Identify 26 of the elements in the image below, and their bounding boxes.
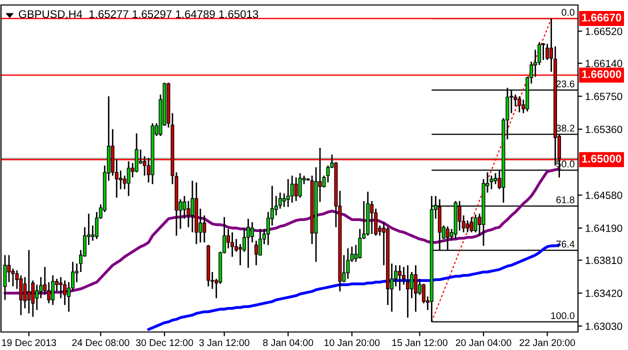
x-tick-label: 19 Dec 2013 <box>2 339 56 346</box>
annotation: 0.0 <box>562 8 574 16</box>
annotation: 61.8 <box>556 196 574 204</box>
y-tick-label: 1.66140 <box>586 60 622 68</box>
x-tick-label: 22 Jan 20:00 <box>520 339 576 346</box>
annotation: 76.4 <box>556 240 575 248</box>
y-tick-label: 1.64580 <box>586 192 622 199</box>
x-tick-label: 20 Jan 04:00 <box>456 339 512 346</box>
y-tick-label: 1.65360 <box>586 126 622 134</box>
annotation: 100.0 <box>551 312 574 320</box>
x-tick-label: 15 Jan 12:00 <box>392 339 448 346</box>
x-tick-label: 30 Dec 12:00 <box>136 339 194 346</box>
y-tick-label: 1.63420 <box>586 290 622 298</box>
ref-line-label: 1.66000 <box>582 70 622 78</box>
chart-title: GBPUSD,H4 1.65277 1.65297 1.64789 1.65013 <box>18 10 258 20</box>
y-tick-label: 1.63030 <box>586 322 622 330</box>
x-tick-label: 10 Jan 20:00 <box>324 339 380 346</box>
y-tick-label: 1.63810 <box>586 256 622 264</box>
x-tick-label: 3 Jan 12:00 <box>199 339 250 346</box>
y-tick-label: 1.65750 <box>586 92 622 100</box>
x-tick-label: 8 Jan 04:00 <box>263 339 314 346</box>
ref-line-label: 1.65000 <box>582 154 622 163</box>
y-tick-label: 1.66520 <box>586 28 622 36</box>
x-tick-label: 24 Dec 08:00 <box>72 339 130 346</box>
y-tick-label: 1.64190 <box>586 224 622 232</box>
ref-line-label: 1.66670 <box>582 14 622 22</box>
